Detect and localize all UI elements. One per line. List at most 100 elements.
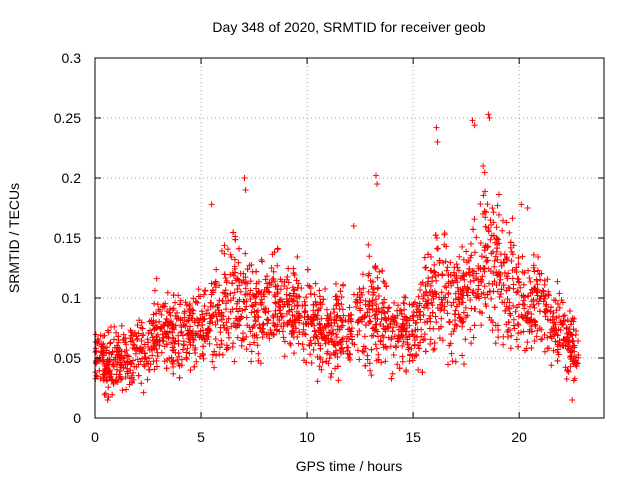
data-point [303,294,310,301]
data-point [242,274,249,281]
data-point [244,280,251,287]
data-point [389,370,396,377]
data-point [174,309,181,316]
data-point [569,397,576,403]
data-point [377,338,384,345]
data-point [222,293,229,300]
data-point [445,361,452,368]
data-point [156,337,163,344]
data-point [448,350,455,357]
data-point [427,312,434,319]
data-point [170,292,177,299]
data-point [366,360,373,367]
data-point [565,368,572,375]
data-point [150,337,157,344]
data-point [300,346,307,353]
data-point [201,291,208,298]
data-point [288,296,295,303]
data-point [120,364,127,371]
data-point [427,267,434,274]
data-point [538,270,545,277]
data-point [251,332,258,339]
data-point [204,330,211,337]
data-point [528,298,535,305]
data-point [293,308,300,315]
data-point [372,264,379,271]
data-point [211,348,218,355]
data-point [568,355,575,362]
data-point [459,295,466,302]
data-point [517,284,524,291]
data-point [426,315,433,322]
data-point [108,370,115,377]
data-point [518,201,525,208]
data-point [218,247,225,254]
data-point [253,268,260,275]
data-point [431,340,438,347]
data-point [430,269,437,276]
data-point [146,355,153,362]
data-point [116,354,123,361]
data-point [258,328,265,335]
data-point [465,269,472,276]
data-point [388,334,395,341]
data-point [400,338,407,345]
data-point [97,375,104,382]
y-tick-label: 0 [73,410,81,426]
data-point [521,270,528,277]
data-point [231,256,238,263]
data-point [185,316,192,323]
data-point [518,292,525,299]
data-point [468,340,475,347]
y-tick-label: 0.2 [62,170,82,186]
data-point [310,346,317,353]
data-point [180,341,187,348]
data-point [492,340,499,347]
data-point [319,359,326,366]
data-point [422,289,429,296]
data-point [436,294,443,301]
data-point [353,304,360,311]
data-point [496,191,503,198]
data-point [254,342,261,349]
data-point [347,331,354,338]
data-point [368,372,375,379]
data-point [100,377,107,384]
data-point [156,318,163,325]
data-point [482,209,489,216]
data-point [421,304,428,311]
data-point [307,351,314,358]
data-point [437,301,444,308]
data-point [123,386,130,393]
data-point [286,340,293,347]
data-point [547,333,554,340]
data-point [105,329,112,336]
data-point [559,342,566,349]
data-point [365,241,372,248]
data-point [258,301,265,308]
data-point [513,304,520,311]
data-point [480,163,487,169]
data-point [563,376,570,383]
data-point [294,284,301,291]
data-point [403,316,410,323]
data-point [433,235,440,242]
data-point [345,344,352,351]
data-point [181,310,188,317]
data-point [111,336,118,343]
data-point [335,377,342,384]
data-point [510,322,517,329]
data-point [304,282,311,289]
data-point [299,341,306,348]
data-point [327,314,334,321]
data-point [524,205,531,211]
data-point [289,312,296,319]
data-point [369,325,376,332]
data-point [288,322,295,329]
data-point [177,329,184,336]
data-point [197,353,204,360]
data-point [255,278,262,285]
data-point [399,353,406,360]
data-point [145,329,152,336]
data-point [294,302,301,309]
